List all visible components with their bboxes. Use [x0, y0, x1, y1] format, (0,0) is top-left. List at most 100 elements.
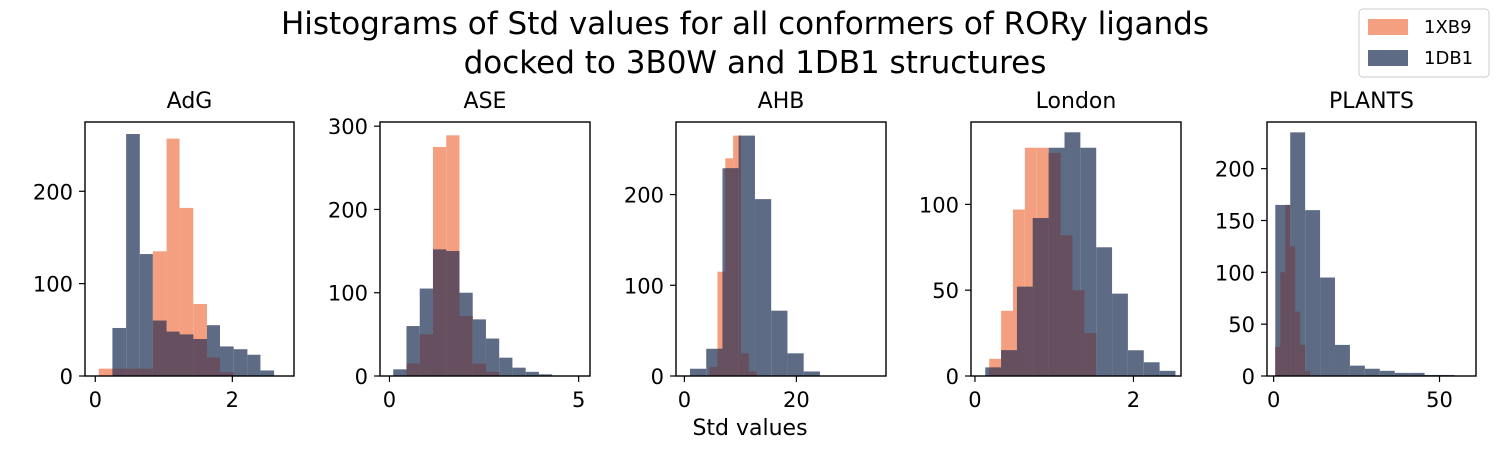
legend: 1XB9 1DB1 [1358, 8, 1490, 78]
bar-ase-1db1-7 [485, 338, 500, 376]
bar-adg-1xb9-0 [98, 368, 113, 376]
y-tick-label-london-100: 100 [919, 193, 959, 217]
y-tick-label-ase-200: 200 [328, 198, 368, 222]
figure-title-line-1: Histograms of Std values for all conform… [281, 6, 1209, 42]
bar-overlap-adg-0 [112, 368, 127, 376]
bar-overlap-adg-8 [219, 372, 234, 376]
bar-ahb-1db1-3 [738, 135, 755, 376]
panel-london: London 0 2 0 50 100 [919, 89, 1182, 412]
bar-ahb-1db1-6 [787, 353, 804, 376]
bar-overlap-ahb-1 [717, 348, 723, 376]
bar-overlap-plants-1 [1280, 272, 1286, 376]
legend-label-1db1: 1DB1 [1424, 48, 1473, 69]
x-axis-label: Std values [692, 416, 807, 441]
bar-london-1db1-8 [1112, 293, 1128, 376]
bar-ase-1db1-10 [525, 371, 539, 376]
bar-adg-1db1-2 [139, 254, 153, 376]
bar-overlap-ase-6 [485, 371, 500, 376]
bar-overlap-london-5 [1032, 218, 1037, 376]
y-tick-label-ahb-100: 100 [624, 274, 664, 298]
x-tick-label-plants-50: 50 [1426, 388, 1453, 412]
y-tick-label-adg-200: 200 [33, 180, 73, 204]
bar-overlap-adg-1 [126, 368, 140, 376]
bar-plants-1db1-3 [1320, 277, 1336, 376]
bar-ahb-1db1-5 [771, 310, 788, 376]
axes-frame-plants [1266, 121, 1477, 377]
y-tick-label-ase-0: 0 [355, 365, 368, 389]
bar-overlap-plants-2 [1285, 204, 1291, 376]
bar-overlap-adg-2 [139, 368, 153, 376]
bar-adg-1db1-1 [126, 134, 140, 376]
bar-london-1xb9-1 [1001, 310, 1013, 376]
bar-overlap-adg-3 [152, 320, 167, 376]
bar-ase-1db1-9 [512, 367, 526, 376]
x-tick-label-plants-0: 0 [1267, 388, 1280, 412]
bar-plants-1db1-6 [1364, 368, 1380, 376]
bar-overlap-london-0 [989, 367, 1002, 376]
bar-overlap-london-6 [1036, 218, 1049, 376]
bar-london-1db1-9 [1127, 350, 1144, 376]
x-tick-label-ase-5: 5 [572, 388, 585, 412]
legend-label-1xb9: 1XB9 [1424, 17, 1472, 38]
bar-overlap-ahb-5 [738, 135, 741, 376]
bar-ase-1db1-11 [538, 374, 553, 376]
bar-overlap-plants-3 [1290, 246, 1296, 376]
bar-london-1xb9-3 [1024, 147, 1037, 376]
bar-overlap-london-2 [1013, 350, 1017, 376]
bar-overlap-london-8 [1060, 235, 1065, 376]
bar-overlap-ahb-3 [725, 168, 734, 376]
bar-overlap-london-12 [1084, 333, 1097, 376]
panel-plants: PLANTS 0 50 0 50 100 150 200 [1215, 89, 1477, 412]
bar-london-1db1-11 [1159, 370, 1176, 376]
bar-overlap-adg-5 [179, 334, 194, 376]
y-tick-label-adg-0: 0 [60, 365, 73, 389]
x-tick-label-ahb-0: 0 [678, 388, 691, 412]
bar-adg-1db1-11 [260, 370, 275, 376]
y-tick-label-plants-0: 0 [1242, 365, 1255, 389]
bar-overlap-plants-5 [1300, 344, 1306, 376]
bar-overlap-ahb-2 [722, 271, 726, 376]
bar-ase-1db1-1 [406, 326, 420, 376]
panel-adg: AdG 0 2 0 100 200 [33, 89, 295, 412]
bar-ase-1db1-0 [393, 369, 407, 376]
panel-title-adg: AdG [167, 89, 213, 114]
bar-adg-1db1-8 [219, 346, 234, 376]
x-tick-label-london-2: 2 [1127, 388, 1140, 412]
bar-overlap-ase-4 [459, 316, 473, 376]
axes-frame-ahb [675, 121, 887, 377]
x-tick-label-ahb-20: 20 [783, 388, 810, 412]
axes-frame-ase [379, 121, 591, 377]
bar-overlap-plants-6 [1305, 370, 1311, 376]
x-tick-label-london-0: 0 [968, 388, 981, 412]
y-tick-label-london-50: 50 [932, 279, 959, 303]
bar-adg-1xb9-6 [179, 207, 194, 376]
bar-london-1db1-10 [1143, 362, 1160, 376]
bar-overlap-ase-3 [446, 251, 460, 376]
bar-ahb-1xb9-1 [717, 271, 726, 376]
legend-swatch-1db1 [1368, 50, 1408, 66]
bar-overlap-adg-4 [166, 331, 180, 376]
y-tick-label-ase-100: 100 [328, 282, 368, 306]
axes-frame-adg [84, 121, 295, 377]
bar-plants-1db1-7 [1379, 370, 1395, 376]
x-tick-label-ase-0: 0 [383, 388, 396, 412]
panel-title-ase: ASE [464, 89, 507, 114]
axes-frame-london [970, 121, 1182, 377]
bar-overlap-london-7 [1048, 152, 1061, 376]
x-tick-label-adg-2: 2 [226, 388, 239, 412]
y-tick-label-plants-100: 100 [1215, 261, 1255, 285]
bar-plants-1db1-9 [1409, 372, 1425, 376]
bar-overlap-ahb-8 [754, 371, 757, 376]
bar-plants-1db1-2 [1305, 210, 1321, 376]
panel-title-plants: PLANTS [1329, 89, 1414, 114]
bar-ase-1db1-8 [499, 357, 513, 376]
y-tick-label-plants-150: 150 [1215, 209, 1255, 233]
bar-overlap-ahb-6 [740, 353, 749, 376]
y-tick-label-ahb-200: 200 [624, 184, 664, 208]
bar-overlap-ahb-7 [748, 371, 755, 376]
bar-adg-1db1-0 [112, 327, 127, 376]
bar-overlap-ase-5 [472, 363, 486, 376]
panel-title-ahb: AHB [758, 89, 805, 114]
bar-overlap-plants-0 [1275, 346, 1281, 376]
